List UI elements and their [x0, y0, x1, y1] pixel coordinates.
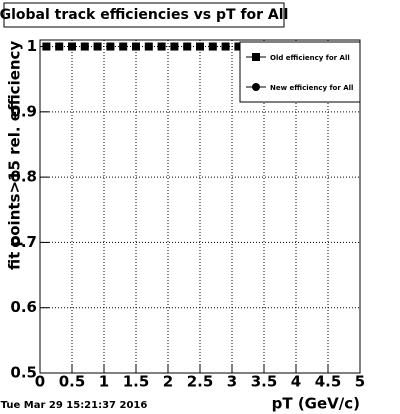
x-tick-label: 1 [99, 373, 109, 391]
marker [208, 42, 217, 51]
marker [221, 42, 230, 51]
y-tick-label: 0.9 [10, 102, 37, 120]
title-box [3, 2, 285, 28]
marker [252, 83, 260, 91]
marker [80, 42, 89, 51]
marker [157, 42, 166, 51]
footer-date: Tue Mar 29 15:21:37 2016 [1, 400, 148, 411]
marker [93, 42, 102, 51]
legend-box [239, 41, 361, 103]
plot-frame [39, 39, 361, 374]
marker [119, 42, 128, 51]
x-tick-label: 4 [291, 373, 301, 391]
marker [42, 42, 51, 51]
y-tick-label: 0.5 [10, 364, 37, 382]
marker [196, 42, 204, 51]
x-tick-label: 2.5 [187, 373, 214, 391]
y-tick-label: 1 [27, 37, 37, 55]
x-tick-label: 3.5 [251, 373, 278, 391]
x-tick-label: 0.5 [59, 373, 86, 391]
x-tick-label: 5 [355, 373, 365, 391]
x-axis-label: pT (GeV/c) [272, 395, 360, 413]
x-tick-label: 4.5 [315, 373, 342, 391]
legend-label: Old efficiency for All [270, 54, 350, 62]
y-axis-label: fit points>15 rel. efficiency [6, 41, 24, 270]
chart-title: Global track efficiencies vs pT for All [0, 7, 288, 23]
marker [252, 53, 260, 61]
marker [106, 42, 115, 51]
x-tick-label: 3 [227, 373, 237, 391]
y-tick-label: 0.7 [10, 233, 37, 251]
marker [132, 42, 140, 51]
x-tick-label: 2 [163, 373, 173, 391]
marker [144, 42, 153, 51]
y-tick-label: 0.6 [10, 298, 37, 316]
marker [183, 42, 192, 51]
marker [170, 42, 179, 51]
legend-label: New efficiency for All [270, 84, 353, 92]
x-tick-label: 0 [35, 373, 45, 391]
marker [55, 42, 64, 51]
marker [68, 42, 76, 51]
x-tick-label: 1.5 [123, 373, 150, 391]
y-tick-label: 0.8 [10, 168, 37, 186]
